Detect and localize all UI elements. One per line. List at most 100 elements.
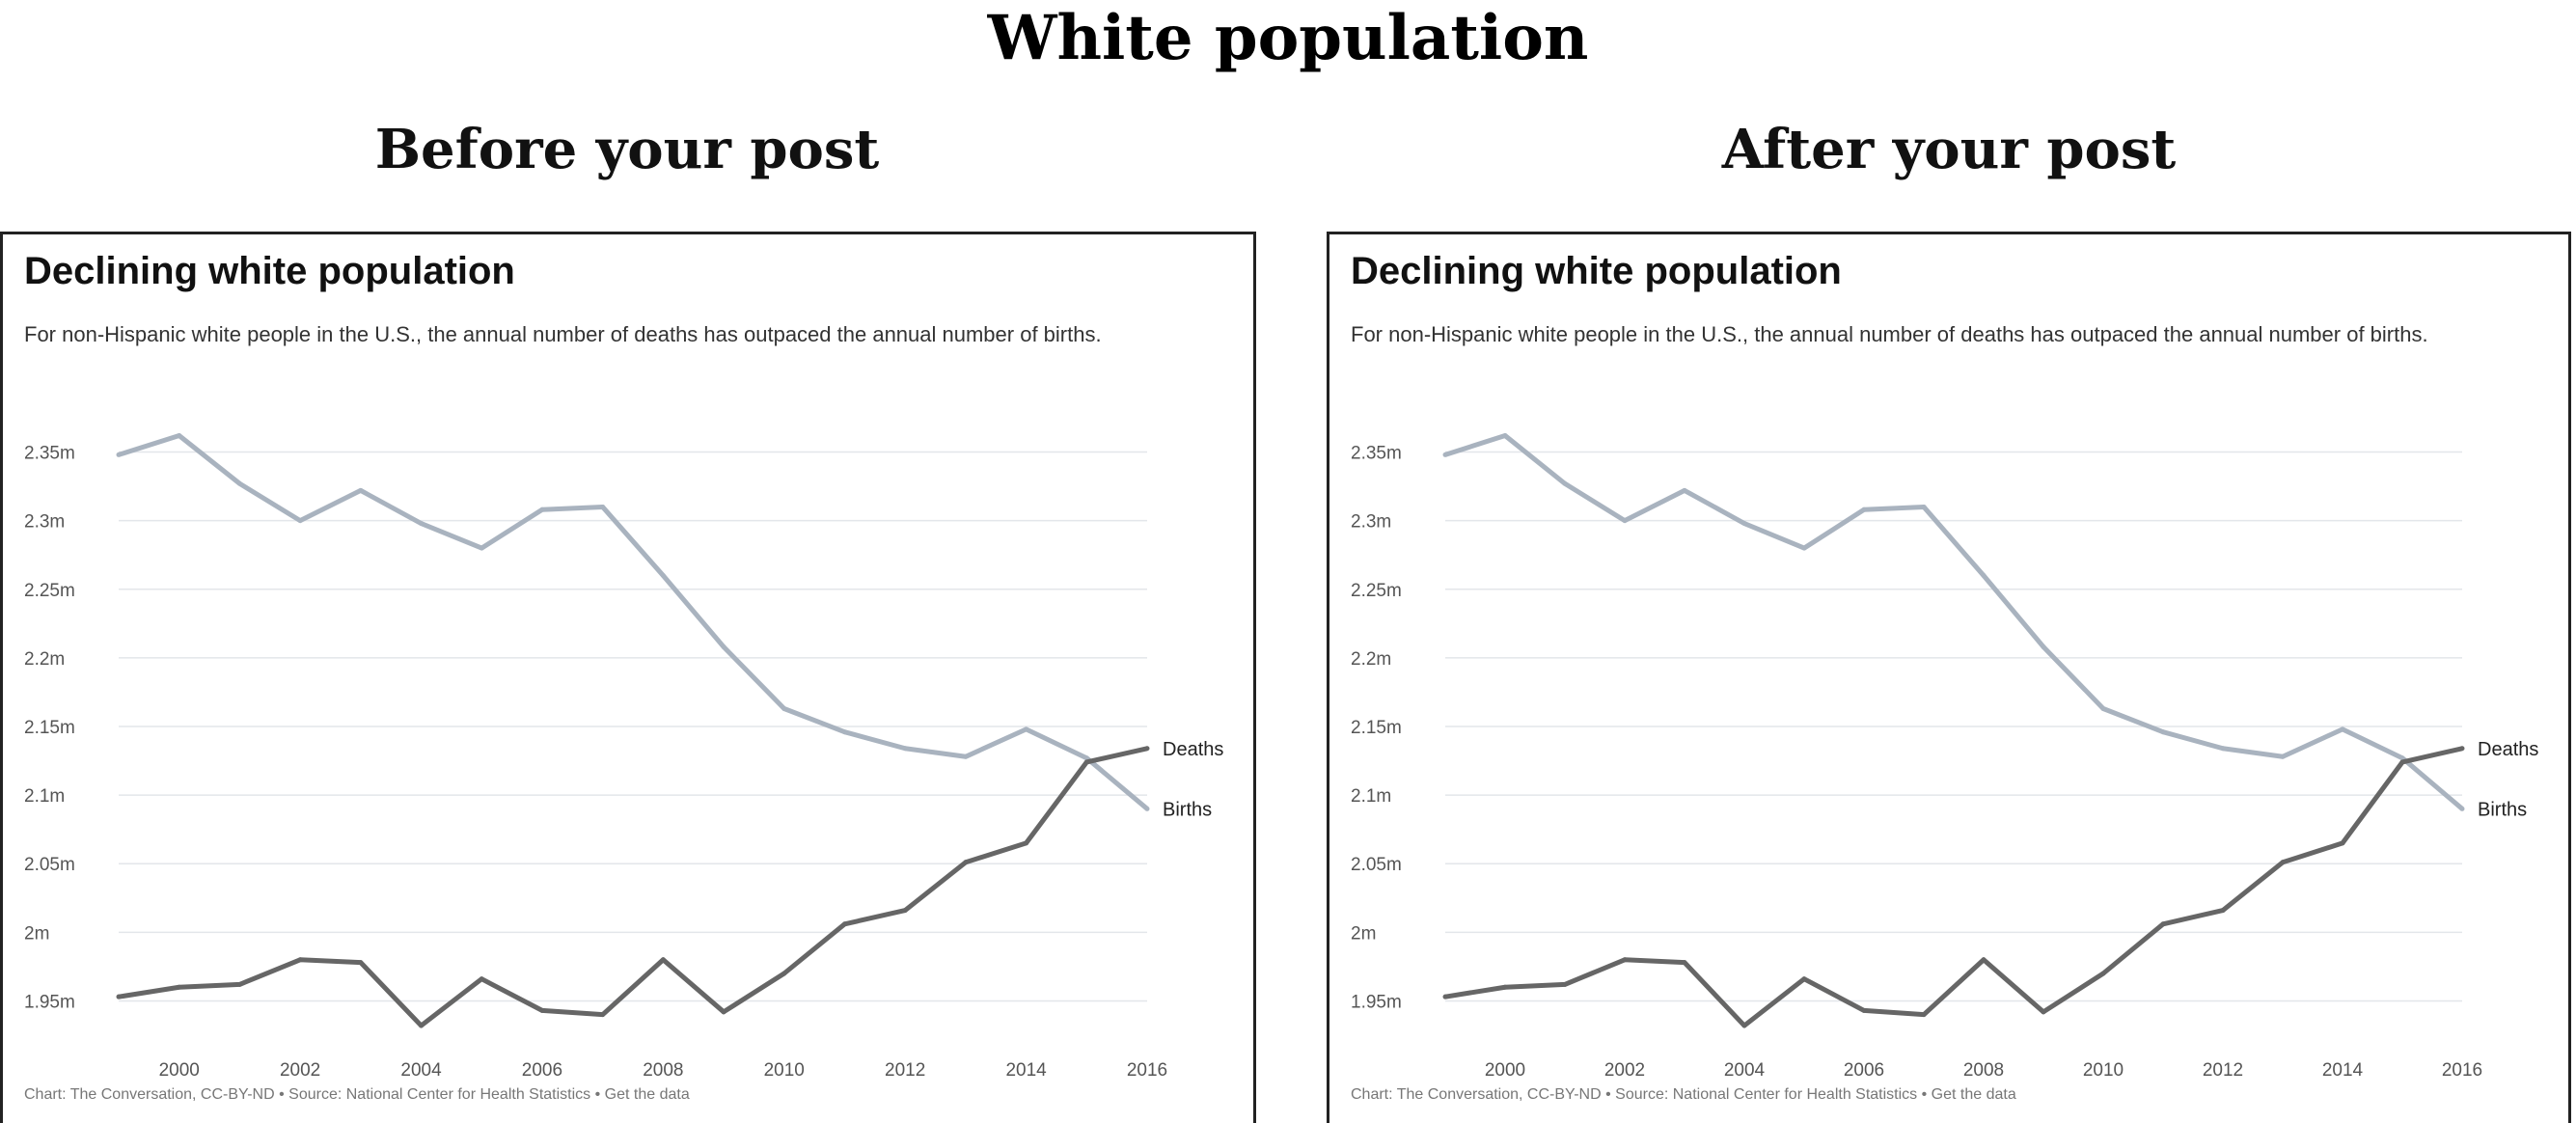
data-point-births	[1682, 487, 1687, 493]
data-point-deaths	[2160, 921, 2166, 927]
series-label-deaths: Deaths	[2478, 739, 2538, 760]
data-point-deaths	[2220, 908, 2226, 914]
x-tick-label: 2006	[522, 1060, 562, 1081]
data-point-births	[781, 706, 787, 712]
y-tick-label: 2.15m	[1351, 718, 1402, 738]
y-tick-label: 2.35m	[24, 444, 75, 464]
panel-heading-before: Before your post	[374, 118, 880, 181]
data-point-births	[1562, 480, 1568, 486]
data-point-deaths	[2100, 971, 2106, 976]
data-point-deaths	[2340, 840, 2345, 846]
x-tick-label: 2012	[2203, 1060, 2243, 1081]
data-point-deaths	[600, 1012, 606, 1018]
data-point-deaths	[177, 984, 182, 990]
x-tick-label: 2008	[1963, 1060, 2004, 1081]
data-point-deaths	[479, 976, 484, 982]
chart-panel-after: Declining white population For non-Hispa…	[1327, 232, 2571, 1123]
y-tick-label: 1.95m	[1351, 992, 1402, 1012]
data-point-births	[2220, 746, 2226, 752]
data-point-births	[1921, 504, 1927, 509]
data-point-births	[1024, 726, 1029, 732]
data-point-deaths	[1024, 840, 1029, 846]
chart-source-note: Chart: The Conversation, CC-BY-ND • Sour…	[1351, 1086, 2016, 1103]
data-point-deaths	[1682, 960, 1687, 966]
data-point-births	[1861, 507, 1867, 512]
x-tick-label: 2004	[400, 1060, 442, 1081]
y-tick-label: 2.35m	[1351, 444, 1402, 464]
data-point-deaths	[1562, 981, 1568, 987]
data-point-births	[1442, 452, 1448, 457]
data-point-births	[1981, 573, 1987, 579]
y-tick-label: 2.25m	[1351, 581, 1402, 601]
series-label-births: Births	[2478, 799, 2527, 820]
y-tick-label: 2m	[1351, 923, 1376, 944]
y-tick-label: 2m	[24, 923, 49, 944]
data-point-births	[841, 729, 847, 735]
series-label-deaths: Deaths	[1163, 739, 1223, 760]
series-line-births	[1444, 432, 2464, 811]
data-point-deaths	[419, 1023, 425, 1028]
chart-subtitle: For non-Hispanic white people in the U.S…	[24, 322, 1102, 346]
y-tick-label: 2.2m	[1351, 649, 1391, 670]
x-tick-label: 2014	[1005, 1060, 1047, 1081]
line-chart: 1.95m 2m 2.05m 2.1m 2.15m 2.2m 2.25m 2.3m 2.35m 2…	[1351, 432, 2538, 1103]
data-point-births	[600, 504, 606, 509]
data-point-deaths	[1921, 1012, 1927, 1018]
y-tick-label: 2.3m	[24, 512, 65, 533]
data-point-births	[1144, 806, 1150, 811]
data-point-deaths	[1622, 957, 1628, 963]
chart-title: Declining white population	[24, 250, 515, 292]
chart-title: Declining white population	[1351, 250, 1842, 292]
data-point-deaths	[116, 994, 122, 1000]
data-point-births	[1502, 432, 1508, 438]
y-tick-label: 2.1m	[1351, 786, 1391, 807]
page-title: White population	[987, 2, 1589, 74]
data-point-deaths	[2041, 1009, 2046, 1015]
y-tick-label: 2.15m	[24, 718, 75, 738]
data-point-deaths	[1442, 994, 1448, 1000]
x-tick-label: 2008	[643, 1060, 683, 1081]
y-tick-label: 2.05m	[1351, 855, 1402, 875]
data-point-births	[963, 753, 969, 759]
data-point-deaths	[1981, 957, 1987, 963]
chart-card: Declining white population For non-Hispa…	[1327, 232, 2571, 1123]
data-point-deaths	[721, 1009, 726, 1015]
y-tick-label: 2.05m	[24, 855, 75, 875]
x-tick-label: 2014	[2322, 1060, 2364, 1081]
data-point-births	[1083, 755, 1089, 761]
data-point-deaths	[902, 908, 908, 914]
x-tick-label: 2000	[159, 1060, 200, 1081]
data-point-births	[2160, 729, 2166, 735]
data-point-births	[1741, 521, 1747, 527]
data-point-births	[2399, 755, 2405, 761]
data-point-deaths	[781, 971, 787, 976]
data-point-deaths	[1083, 759, 1089, 765]
y-tick-label: 1.95m	[24, 992, 75, 1012]
line-chart: 1.95m 2m 2.05m 2.1m 2.15m 2.2m 2.25m 2.3m 2.35m 2…	[24, 432, 1223, 1103]
data-point-deaths	[1741, 1023, 1747, 1028]
data-point-births	[177, 432, 182, 438]
y-tick-label: 2.25m	[24, 581, 75, 601]
data-point-deaths	[1502, 984, 1508, 990]
chart-panel-before: Declining white population For non-Hispa…	[0, 232, 1256, 1123]
x-tick-label: 2000	[1485, 1060, 1525, 1081]
data-point-births	[2280, 753, 2286, 759]
x-tick-label: 2010	[2083, 1060, 2124, 1081]
data-point-deaths	[1801, 976, 1807, 982]
x-tick-label: 2002	[1604, 1060, 1645, 1081]
data-point-births	[419, 521, 425, 527]
data-point-births	[539, 507, 545, 512]
data-point-births	[902, 746, 908, 752]
data-point-births	[358, 487, 364, 493]
series-label-births: Births	[1163, 799, 1212, 820]
x-tick-label: 2016	[1127, 1060, 1167, 1081]
data-point-births	[1622, 518, 1628, 524]
y-tick-label: 2.3m	[1351, 512, 1391, 533]
data-point-deaths	[963, 860, 969, 865]
x-tick-label: 2012	[885, 1060, 925, 1081]
y-tick-label: 2.1m	[24, 786, 65, 807]
data-point-births	[721, 644, 726, 650]
data-point-deaths	[2399, 759, 2405, 765]
data-point-deaths	[841, 921, 847, 927]
data-point-births	[116, 452, 122, 457]
